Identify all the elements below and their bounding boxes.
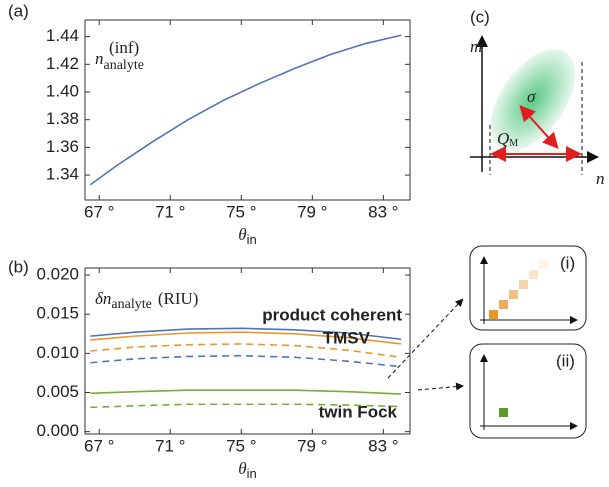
y-tick-label: 1.40: [46, 81, 79, 100]
y-tick-label: 0.000: [36, 421, 79, 440]
inset-ii: (ii): [470, 344, 586, 438]
x-label-base: θ: [238, 459, 246, 478]
y-tick-label: 0.010: [36, 343, 79, 362]
annotation: δnanalyte (RIU): [95, 289, 198, 312]
x-label-sub: in: [247, 466, 257, 481]
pointer: [418, 386, 462, 390]
panel: (a) 1.34 1.36 1.38 1.40 1.42 1.44 67 ° 71 ° 75 ° 7…: [8, 1, 410, 247]
series-label: TMSV: [323, 328, 371, 347]
series-line: [90, 390, 401, 394]
y-tick-label: 1.34: [46, 165, 79, 184]
cell: [509, 290, 518, 299]
q-sub: M: [509, 138, 518, 149]
cell: [519, 280, 528, 289]
annotation-unit: (RIU): [158, 289, 199, 308]
panel: (b) 0.000 0.005 0.010 0.015 0.020 67 ° 71 ° 75 °…: [8, 257, 410, 481]
annotation-base: n: [95, 49, 104, 68]
x-tick-label: 71 °: [155, 436, 185, 455]
y-tick-label: 0.005: [36, 382, 79, 401]
n-label: n: [596, 169, 605, 188]
x-label-base: θ: [238, 225, 246, 244]
cell: [529, 270, 538, 279]
inset-label: (ii): [556, 351, 575, 370]
y-tick-label: 0.020: [36, 265, 79, 284]
cell: [499, 300, 508, 309]
series-label: product coherent: [262, 305, 402, 324]
cell: [489, 310, 498, 319]
cell: [539, 260, 548, 269]
y-tick-label: 0.015: [36, 304, 79, 323]
inset-label: (i): [560, 253, 575, 272]
x-tick-label: 75 °: [226, 202, 256, 221]
x-label-sub: in: [247, 232, 257, 247]
x-tick-label: 71 °: [155, 202, 185, 221]
panel-label: (c): [470, 7, 490, 26]
sigma-label: σ: [527, 87, 536, 106]
cell: [499, 408, 508, 417]
y-tick-label: 1.38: [46, 109, 79, 128]
annotation-base: δn: [95, 289, 111, 308]
inset-i: (i): [470, 246, 586, 330]
x-tick-label: 75 °: [226, 436, 256, 455]
x-tick-label: 67 °: [84, 202, 114, 221]
annotation-sup: (inf): [109, 38, 139, 57]
panel-label: (a): [8, 1, 29, 20]
annotation-sub: analyte: [111, 297, 151, 312]
y-tick-label: 1.44: [46, 26, 79, 45]
x-tick-label: 83 °: [368, 202, 398, 221]
panel-label: (b): [8, 257, 29, 276]
series-line: [90, 356, 401, 367]
y-tick-label: 1.36: [46, 137, 79, 156]
annotation-sub: analyte: [104, 58, 144, 73]
x-axis-label: θin: [238, 225, 256, 248]
panel-c: (c) m n σ QM: [470, 7, 605, 187]
figure: (c) m n σ QM (i) (ii) (a) 1.34 1.36 1.38 1.4…: [0, 0, 609, 487]
m-label: m: [470, 37, 482, 56]
x-tick-label: 79 °: [297, 436, 327, 455]
x-tick-label: 67 °: [84, 436, 114, 455]
x-tick-label: 83 °: [368, 436, 398, 455]
q-base: Q: [497, 129, 509, 148]
y-tick-label: 1.42: [46, 54, 79, 73]
x-tick-label: 79 °: [297, 202, 327, 221]
x-axis-label: θin: [238, 459, 256, 482]
